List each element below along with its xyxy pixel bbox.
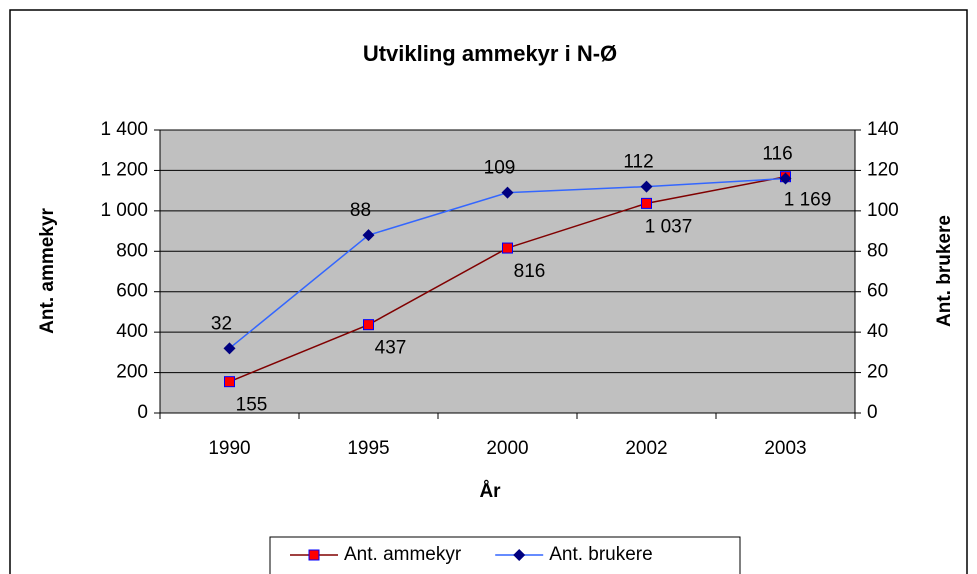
marker — [502, 242, 513, 254]
y2-tick-label: 40 — [867, 321, 888, 342]
y-tick-label: 600 — [116, 281, 148, 302]
data-label: 1 037 — [645, 216, 693, 237]
marker — [501, 186, 514, 199]
data-label: 109 — [484, 158, 516, 179]
chart-title: Utvikling ammekyr i N-Ø — [363, 41, 617, 66]
plot-area — [159, 129, 856, 414]
marker — [640, 180, 653, 193]
y-tick-label: 400 — [116, 321, 148, 342]
marker — [513, 549, 526, 561]
x-tick-label: 1995 — [347, 438, 389, 459]
data-label: 816 — [514, 261, 546, 282]
x-axis-title: År — [479, 481, 501, 502]
y-tick-label: 1 400 — [100, 119, 148, 140]
y-tick-label: 0 — [137, 402, 148, 423]
y2-tick-label: 80 — [867, 240, 888, 261]
y-tick-label: 1 200 — [100, 159, 148, 180]
y-tick-label: 800 — [116, 240, 148, 261]
marker — [223, 342, 236, 355]
x-tick-label: 2003 — [764, 438, 806, 459]
data-label: 112 — [623, 152, 653, 173]
data-label: 1 169 — [784, 190, 832, 211]
data-label: 32 — [211, 313, 232, 334]
y-tick-label: 1 000 — [100, 200, 148, 221]
y2-tick-label: 60 — [867, 281, 888, 302]
data-label: 437 — [375, 338, 407, 359]
data-label: 88 — [350, 200, 371, 221]
y2-axis-title: Ant. brukere — [934, 215, 955, 327]
y2-tick-label: 140 — [867, 119, 899, 140]
marker — [362, 229, 375, 242]
marker — [224, 376, 235, 388]
data-label: 155 — [236, 395, 268, 416]
x-tick-label: 2000 — [486, 438, 528, 459]
legend-label: Ant. ammekyr — [344, 544, 462, 565]
marker — [363, 319, 374, 331]
legend-label: Ant. brukere — [549, 544, 653, 565]
y2-tick-label: 120 — [867, 159, 899, 180]
marker — [641, 197, 652, 209]
y2-tick-label: 0 — [867, 402, 878, 423]
marker — [779, 172, 792, 185]
y2-tick-label: 100 — [867, 200, 899, 221]
y-tick-label: 200 — [116, 362, 148, 383]
x-tick-label: 1990 — [208, 438, 250, 459]
y2-tick-label: 20 — [867, 362, 888, 383]
data-label: 116 — [762, 144, 792, 165]
marker — [308, 549, 320, 561]
y-axis-title: Ant. ammekyr — [37, 208, 58, 334]
x-tick-label: 2002 — [625, 438, 667, 459]
